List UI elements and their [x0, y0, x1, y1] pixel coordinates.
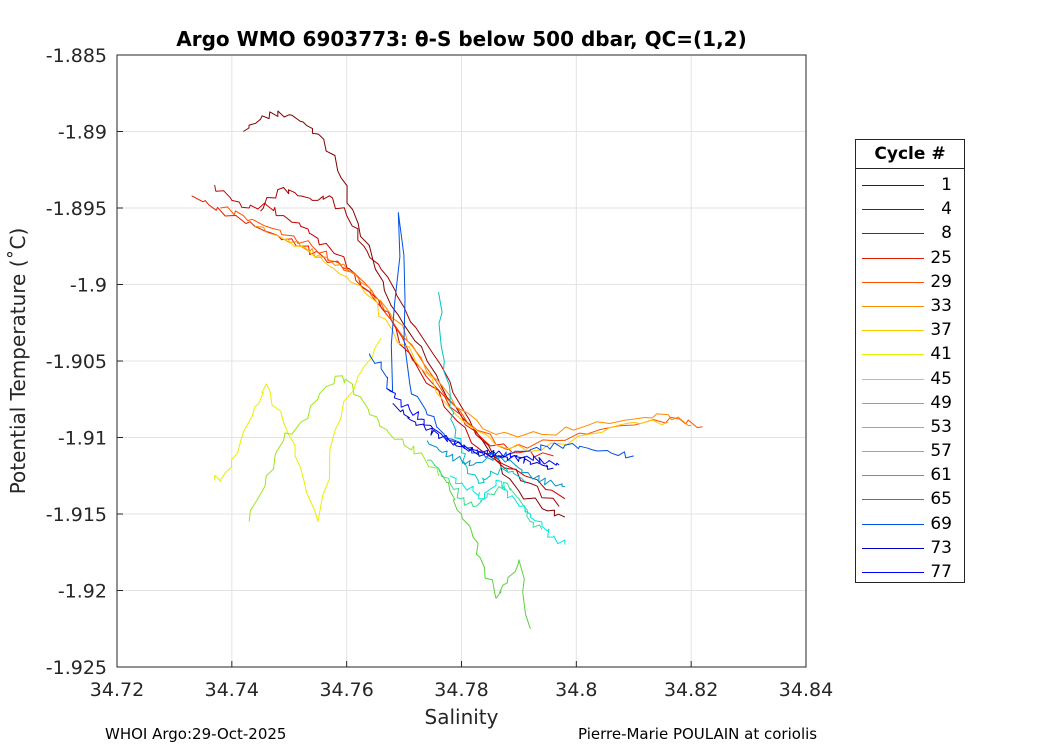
legend-label: 37: [930, 320, 952, 341]
legend-items: 1 4 8 25 29 33 37 41 45 49 53 57 61 65 69 73 77: [856, 169, 964, 584]
series-line-cycle-33: [254, 225, 692, 438]
y-tick-label: -1.885: [46, 45, 107, 67]
legend-swatch: [862, 523, 924, 525]
legend-item: 29: [856, 270, 964, 294]
legend-label: 8: [941, 223, 952, 244]
y-tick-label: -1.92: [58, 581, 107, 603]
footer-credit-left: WHOI Argo:29-Oct-2025: [105, 725, 287, 743]
y-tick-label: -1.915: [46, 504, 107, 526]
legend-item: 41: [856, 342, 964, 366]
legend-label: 1: [941, 175, 952, 195]
legend-item: 1: [856, 173, 964, 197]
legend-item: 8: [856, 221, 964, 245]
legend-swatch: [862, 330, 924, 332]
legend-swatch: [862, 233, 924, 235]
series-line-cycle-77: [386, 388, 560, 466]
legend-item: 25: [856, 246, 964, 270]
legend: Cycle # 1 4 8 25 29 33 37 41 45 49 53 57 61 65 69 73 77: [855, 139, 965, 583]
legend-label: 4: [941, 199, 952, 220]
series-layer: [191, 110, 703, 629]
legend-swatch: [862, 547, 924, 549]
y-tick-label: -1.905: [46, 351, 107, 373]
x-tick-label: 34.74: [205, 679, 259, 701]
x-tick-label: 34.76: [319, 679, 373, 701]
legend-swatch: [862, 257, 924, 259]
legend-label: 45: [930, 368, 952, 389]
legend-item: 69: [856, 512, 964, 536]
legend-item: 77: [856, 560, 964, 584]
legend-swatch: [862, 305, 924, 307]
series-line-cycle-49: [438, 467, 531, 629]
x-tick-label: 34.8: [555, 679, 597, 701]
y-axis-label: Potential Temperature (˚C): [6, 227, 30, 495]
legend-swatch: [862, 402, 924, 404]
x-axis-label: Salinity: [424, 705, 499, 729]
series-line-cycle-69: [369, 212, 634, 459]
legend-swatch: [862, 378, 924, 380]
y-tick-label: -1.89: [58, 122, 107, 144]
legend-swatch: [862, 499, 924, 501]
x-tick-label: 34.78: [434, 679, 488, 701]
legend-item: 53: [856, 415, 964, 439]
series-line-cycle-37: [277, 235, 669, 453]
legend-swatch: [862, 426, 924, 428]
y-tick-label: -1.91: [58, 428, 107, 450]
legend-label: 25: [930, 247, 952, 268]
legend-swatch: [862, 451, 924, 453]
series-line-cycle-61: [438, 292, 526, 484]
legend-item: 37: [856, 318, 964, 342]
legend-label: 65: [930, 489, 952, 510]
legend-title: Cycle #: [856, 140, 964, 169]
chart-title: Argo WMO 6903773: θ-S below 500 dbar, QC…: [176, 27, 747, 51]
legend-label: 57: [930, 441, 952, 462]
legend-item: 73: [856, 536, 964, 560]
series-line-cycle-4: [260, 187, 560, 507]
legend-label: 73: [930, 537, 952, 558]
legend-swatch: [862, 281, 924, 283]
legend-item: 33: [856, 294, 964, 318]
legend-item: 4: [856, 197, 964, 221]
series-line-cycle-8: [214, 184, 566, 500]
legend-swatch: [862, 209, 924, 211]
x-tick-label: 34.82: [664, 679, 718, 701]
legend-swatch: [862, 572, 924, 573]
x-tick-label: 34.72: [90, 679, 144, 701]
series-line-cycle-1: [243, 110, 566, 518]
series-line-cycle-73: [392, 403, 554, 470]
legend-item: 49: [856, 391, 964, 415]
y-tick-label: -1.9: [70, 275, 107, 297]
legend-label: 41: [930, 344, 952, 365]
y-tick-label: -1.925: [46, 657, 107, 679]
series-line-cycle-45: [248, 375, 439, 522]
legend-label: 29: [930, 271, 952, 292]
legend-label: 77: [930, 562, 952, 582]
legend-label: 69: [930, 513, 952, 534]
legend-label: 33: [930, 295, 952, 316]
legend-label: 61: [930, 465, 952, 486]
y-tick-label: -1.895: [46, 198, 107, 220]
axis-ticks: 34.72 34.74 34.76 34.78 34.8 34.82 34.84 -1.925…: [46, 45, 833, 701]
legend-label: 49: [930, 392, 952, 413]
legend-item: 61: [856, 463, 964, 487]
legend-item: 57: [856, 439, 964, 463]
legend-swatch: [862, 185, 924, 186]
legend-label: 53: [930, 416, 952, 437]
legend-item: 65: [856, 487, 964, 511]
legend-swatch: [862, 475, 924, 477]
series-line-cycle-57: [449, 475, 566, 545]
legend-swatch: [862, 354, 924, 356]
footer-credit-right: Pierre-Marie POULAIN at coriolis: [578, 725, 818, 743]
series-line-cycle-41: [214, 337, 382, 523]
x-tick-label: 34.84: [779, 679, 833, 701]
legend-item: 45: [856, 367, 964, 391]
